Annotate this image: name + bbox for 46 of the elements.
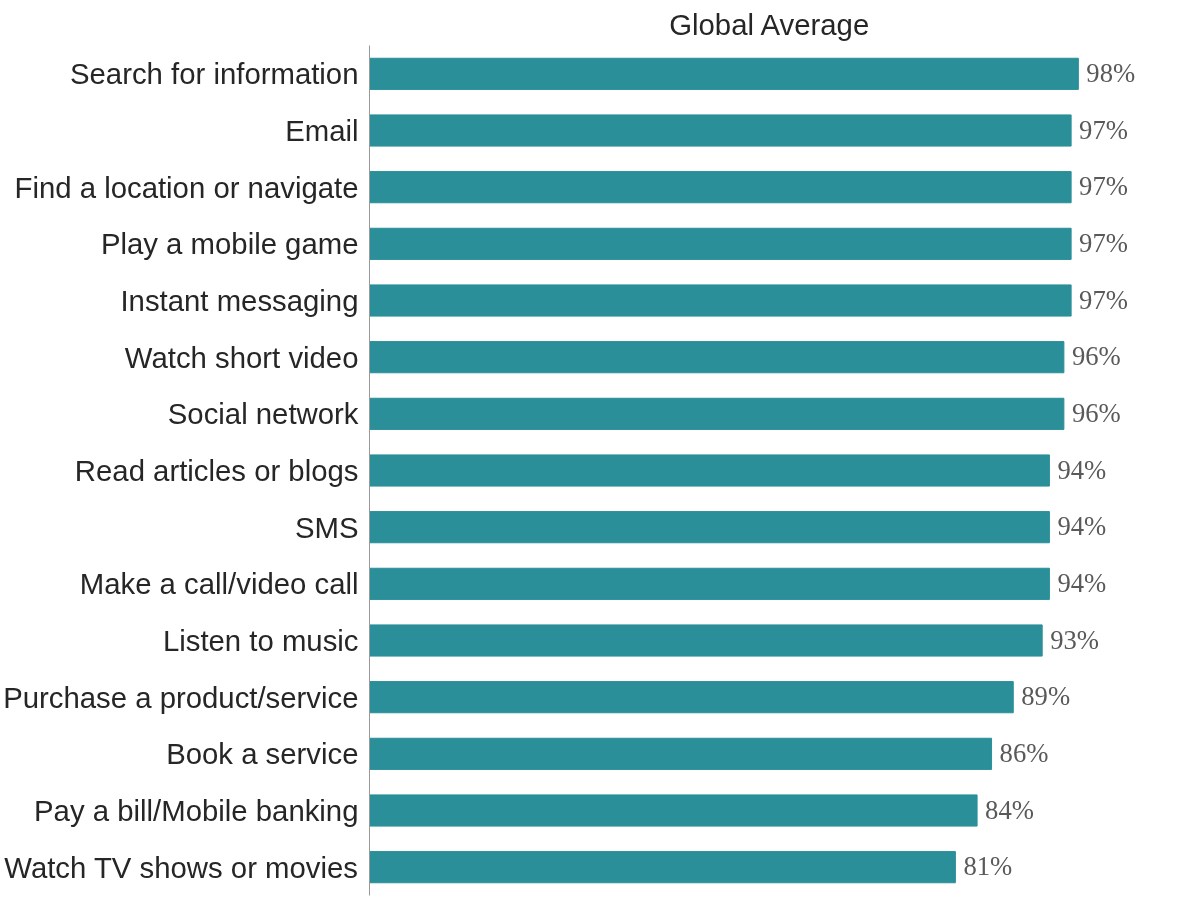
bar xyxy=(369,737,993,770)
bar xyxy=(369,681,1014,714)
y-tick-label: Search for information xyxy=(69,57,359,91)
bar xyxy=(369,567,1050,600)
y-tick-label: Purchase a product/service xyxy=(3,680,359,714)
chart-title: Global Average xyxy=(669,7,870,41)
bar xyxy=(369,227,1072,260)
y-tick-label: Make a call/video call xyxy=(79,567,359,601)
data-label: 97% xyxy=(1079,284,1128,315)
data-label: 96% xyxy=(1071,397,1121,428)
bar xyxy=(369,341,1065,374)
y-tick-label: Pay a bill/Mobile banking xyxy=(34,794,359,827)
bar xyxy=(369,114,1072,147)
bar xyxy=(369,511,1050,544)
y-tick-label: Social network xyxy=(167,397,359,431)
y-tick-label: Instant messaging xyxy=(120,284,359,317)
bar xyxy=(369,57,1079,90)
bar xyxy=(369,454,1050,487)
data-label: 97% xyxy=(1079,171,1128,202)
y-tick-label: Listen to music xyxy=(162,624,359,657)
data-label: 93% xyxy=(1050,624,1100,655)
data-label: 86% xyxy=(999,737,1049,768)
data-label: 97% xyxy=(1079,227,1128,258)
data-label: 81% xyxy=(963,851,1013,882)
y-tick-label: Read articles or blogs xyxy=(74,454,359,487)
bar xyxy=(369,794,978,827)
y-tick-label: Find a location or navigate xyxy=(14,170,359,204)
y-tick-label: SMS xyxy=(294,510,359,544)
bar xyxy=(369,851,956,884)
bar xyxy=(369,284,1072,317)
data-label: 94% xyxy=(1057,567,1107,598)
y-tick-label: Watch short video xyxy=(124,340,359,374)
data-label: 96% xyxy=(1071,341,1121,372)
data-label: 84% xyxy=(985,794,1034,825)
data-label: 94% xyxy=(1057,454,1107,485)
data-label: 94% xyxy=(1057,511,1107,542)
y-tick-label: Book a service xyxy=(166,737,359,771)
bar xyxy=(369,624,1043,657)
bar xyxy=(369,171,1072,204)
data-label: 89% xyxy=(1021,681,1071,712)
y-tick-label: Play a mobile game xyxy=(100,227,359,261)
y-tick-label: Watch TV shows or movies xyxy=(4,850,358,884)
bar xyxy=(369,397,1065,430)
y-tick-label: Email xyxy=(285,114,359,147)
data-label: 97% xyxy=(1079,114,1128,145)
data-label: 98% xyxy=(1086,57,1136,88)
